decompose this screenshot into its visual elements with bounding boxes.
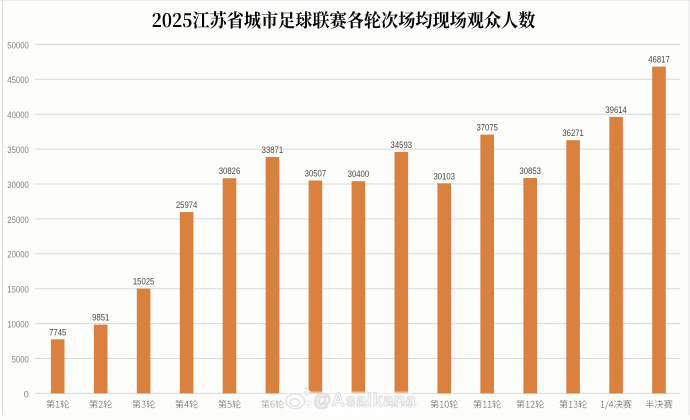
svg-text:40000: 40000 bbox=[7, 110, 29, 120]
svg-text:30400: 30400 bbox=[348, 169, 370, 179]
svg-text:5000: 5000 bbox=[12, 354, 29, 364]
svg-text:20000: 20000 bbox=[7, 250, 29, 260]
svg-text:25974: 25974 bbox=[176, 200, 198, 210]
svg-text:30826: 30826 bbox=[219, 166, 241, 176]
svg-text:35000: 35000 bbox=[7, 145, 29, 155]
svg-text:30103: 30103 bbox=[433, 171, 455, 181]
svg-text:30853: 30853 bbox=[519, 166, 541, 176]
svg-text:@Asaikana: @Asaikana bbox=[314, 390, 417, 410]
svg-text:10000: 10000 bbox=[7, 320, 29, 330]
svg-text:33871: 33871 bbox=[262, 145, 284, 155]
svg-text:9851: 9851 bbox=[92, 313, 109, 323]
svg-text:7745: 7745 bbox=[49, 327, 66, 337]
svg-text:36271: 36271 bbox=[562, 128, 584, 138]
svg-text:37075: 37075 bbox=[476, 123, 498, 133]
svg-text:39614: 39614 bbox=[605, 105, 627, 115]
svg-text:15025: 15025 bbox=[133, 277, 155, 287]
svg-text:46817: 46817 bbox=[648, 55, 670, 65]
svg-text:45000: 45000 bbox=[7, 75, 29, 85]
svg-text:0: 0 bbox=[24, 389, 29, 399]
svg-text:30000: 30000 bbox=[7, 180, 29, 190]
svg-text:34593: 34593 bbox=[391, 140, 413, 150]
svg-text:50000: 50000 bbox=[7, 40, 29, 50]
svg-text:25000: 25000 bbox=[7, 215, 29, 225]
svg-text:30507: 30507 bbox=[305, 169, 327, 179]
svg-text:15000: 15000 bbox=[7, 285, 29, 295]
